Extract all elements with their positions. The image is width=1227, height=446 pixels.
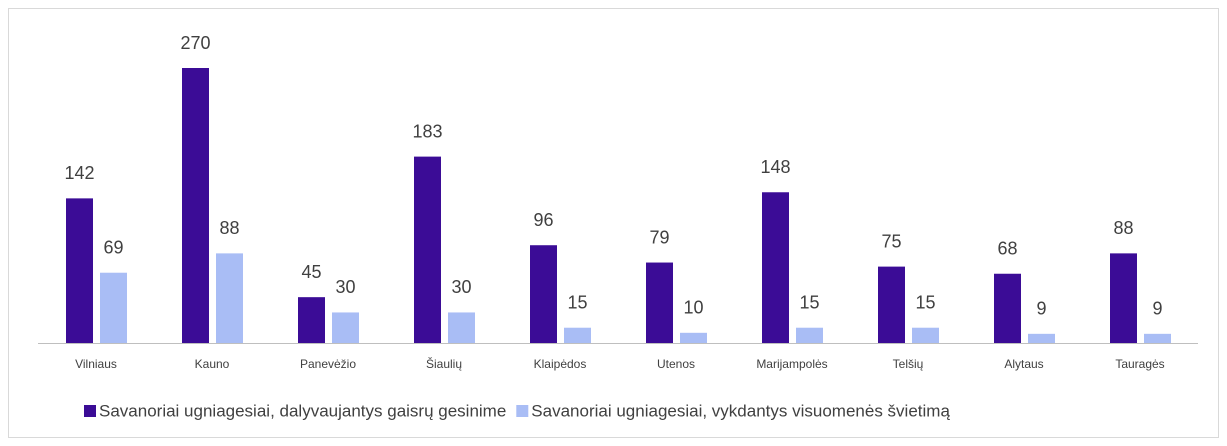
data-label: 30 <box>451 277 471 297</box>
data-label: 79 <box>649 227 669 247</box>
legend-label: Savanoriai ugniagesiai, vykdantys visuom… <box>531 401 950 420</box>
data-label: 183 <box>412 121 442 141</box>
x-tick-label: Kauno <box>195 357 230 371</box>
bar <box>216 253 243 343</box>
bar <box>100 272 127 343</box>
data-label: 88 <box>1113 218 1133 238</box>
x-tick-label: Telšių <box>893 357 924 371</box>
bar <box>646 262 673 343</box>
bar <box>762 192 789 343</box>
data-label: 45 <box>301 262 321 282</box>
data-label: 75 <box>881 231 901 251</box>
x-tick-label: Panevėžio <box>300 357 356 371</box>
data-label: 15 <box>567 292 587 312</box>
bar <box>332 312 359 343</box>
bar <box>564 327 591 343</box>
x-tick-label: Utenos <box>657 357 695 371</box>
legend-label: Savanoriai ugniagesiai, dalyvaujantys ga… <box>99 401 506 420</box>
bar <box>796 327 823 343</box>
x-tick-label: Vilniaus <box>75 357 117 371</box>
x-tick-label: Marijampolės <box>756 357 827 371</box>
bar <box>912 327 939 343</box>
bar <box>414 156 441 343</box>
data-label: 9 <box>1152 299 1162 319</box>
data-label: 68 <box>997 238 1017 258</box>
bar <box>298 297 325 343</box>
bar <box>1110 253 1137 343</box>
data-label: 9 <box>1036 299 1046 319</box>
data-label: 270 <box>180 33 210 53</box>
bar <box>182 68 209 343</box>
data-label: 10 <box>683 298 703 318</box>
bar <box>680 332 707 343</box>
bar <box>1144 333 1171 343</box>
x-tick-label: Alytaus <box>1004 357 1043 371</box>
data-label: 88 <box>219 218 239 238</box>
data-label: 142 <box>64 163 94 183</box>
bar <box>994 273 1021 343</box>
data-label: 30 <box>335 277 355 297</box>
bar <box>1028 333 1055 343</box>
bar <box>448 312 475 343</box>
chart-border <box>8 8 1219 438</box>
bar <box>530 245 557 343</box>
legend-swatch <box>516 405 529 417</box>
x-tick-label: Klaipėdos <box>534 357 587 371</box>
x-tick-label: Tauragės <box>1115 357 1164 371</box>
data-label: 15 <box>915 292 935 312</box>
bar <box>878 266 905 343</box>
bar <box>66 198 93 343</box>
data-label: 69 <box>103 237 123 257</box>
data-label: 96 <box>533 210 553 230</box>
legend-swatch <box>84 405 96 417</box>
x-tick-label: Šiaulių <box>426 356 462 371</box>
data-label: 15 <box>799 292 819 312</box>
data-label: 148 <box>760 157 790 177</box>
